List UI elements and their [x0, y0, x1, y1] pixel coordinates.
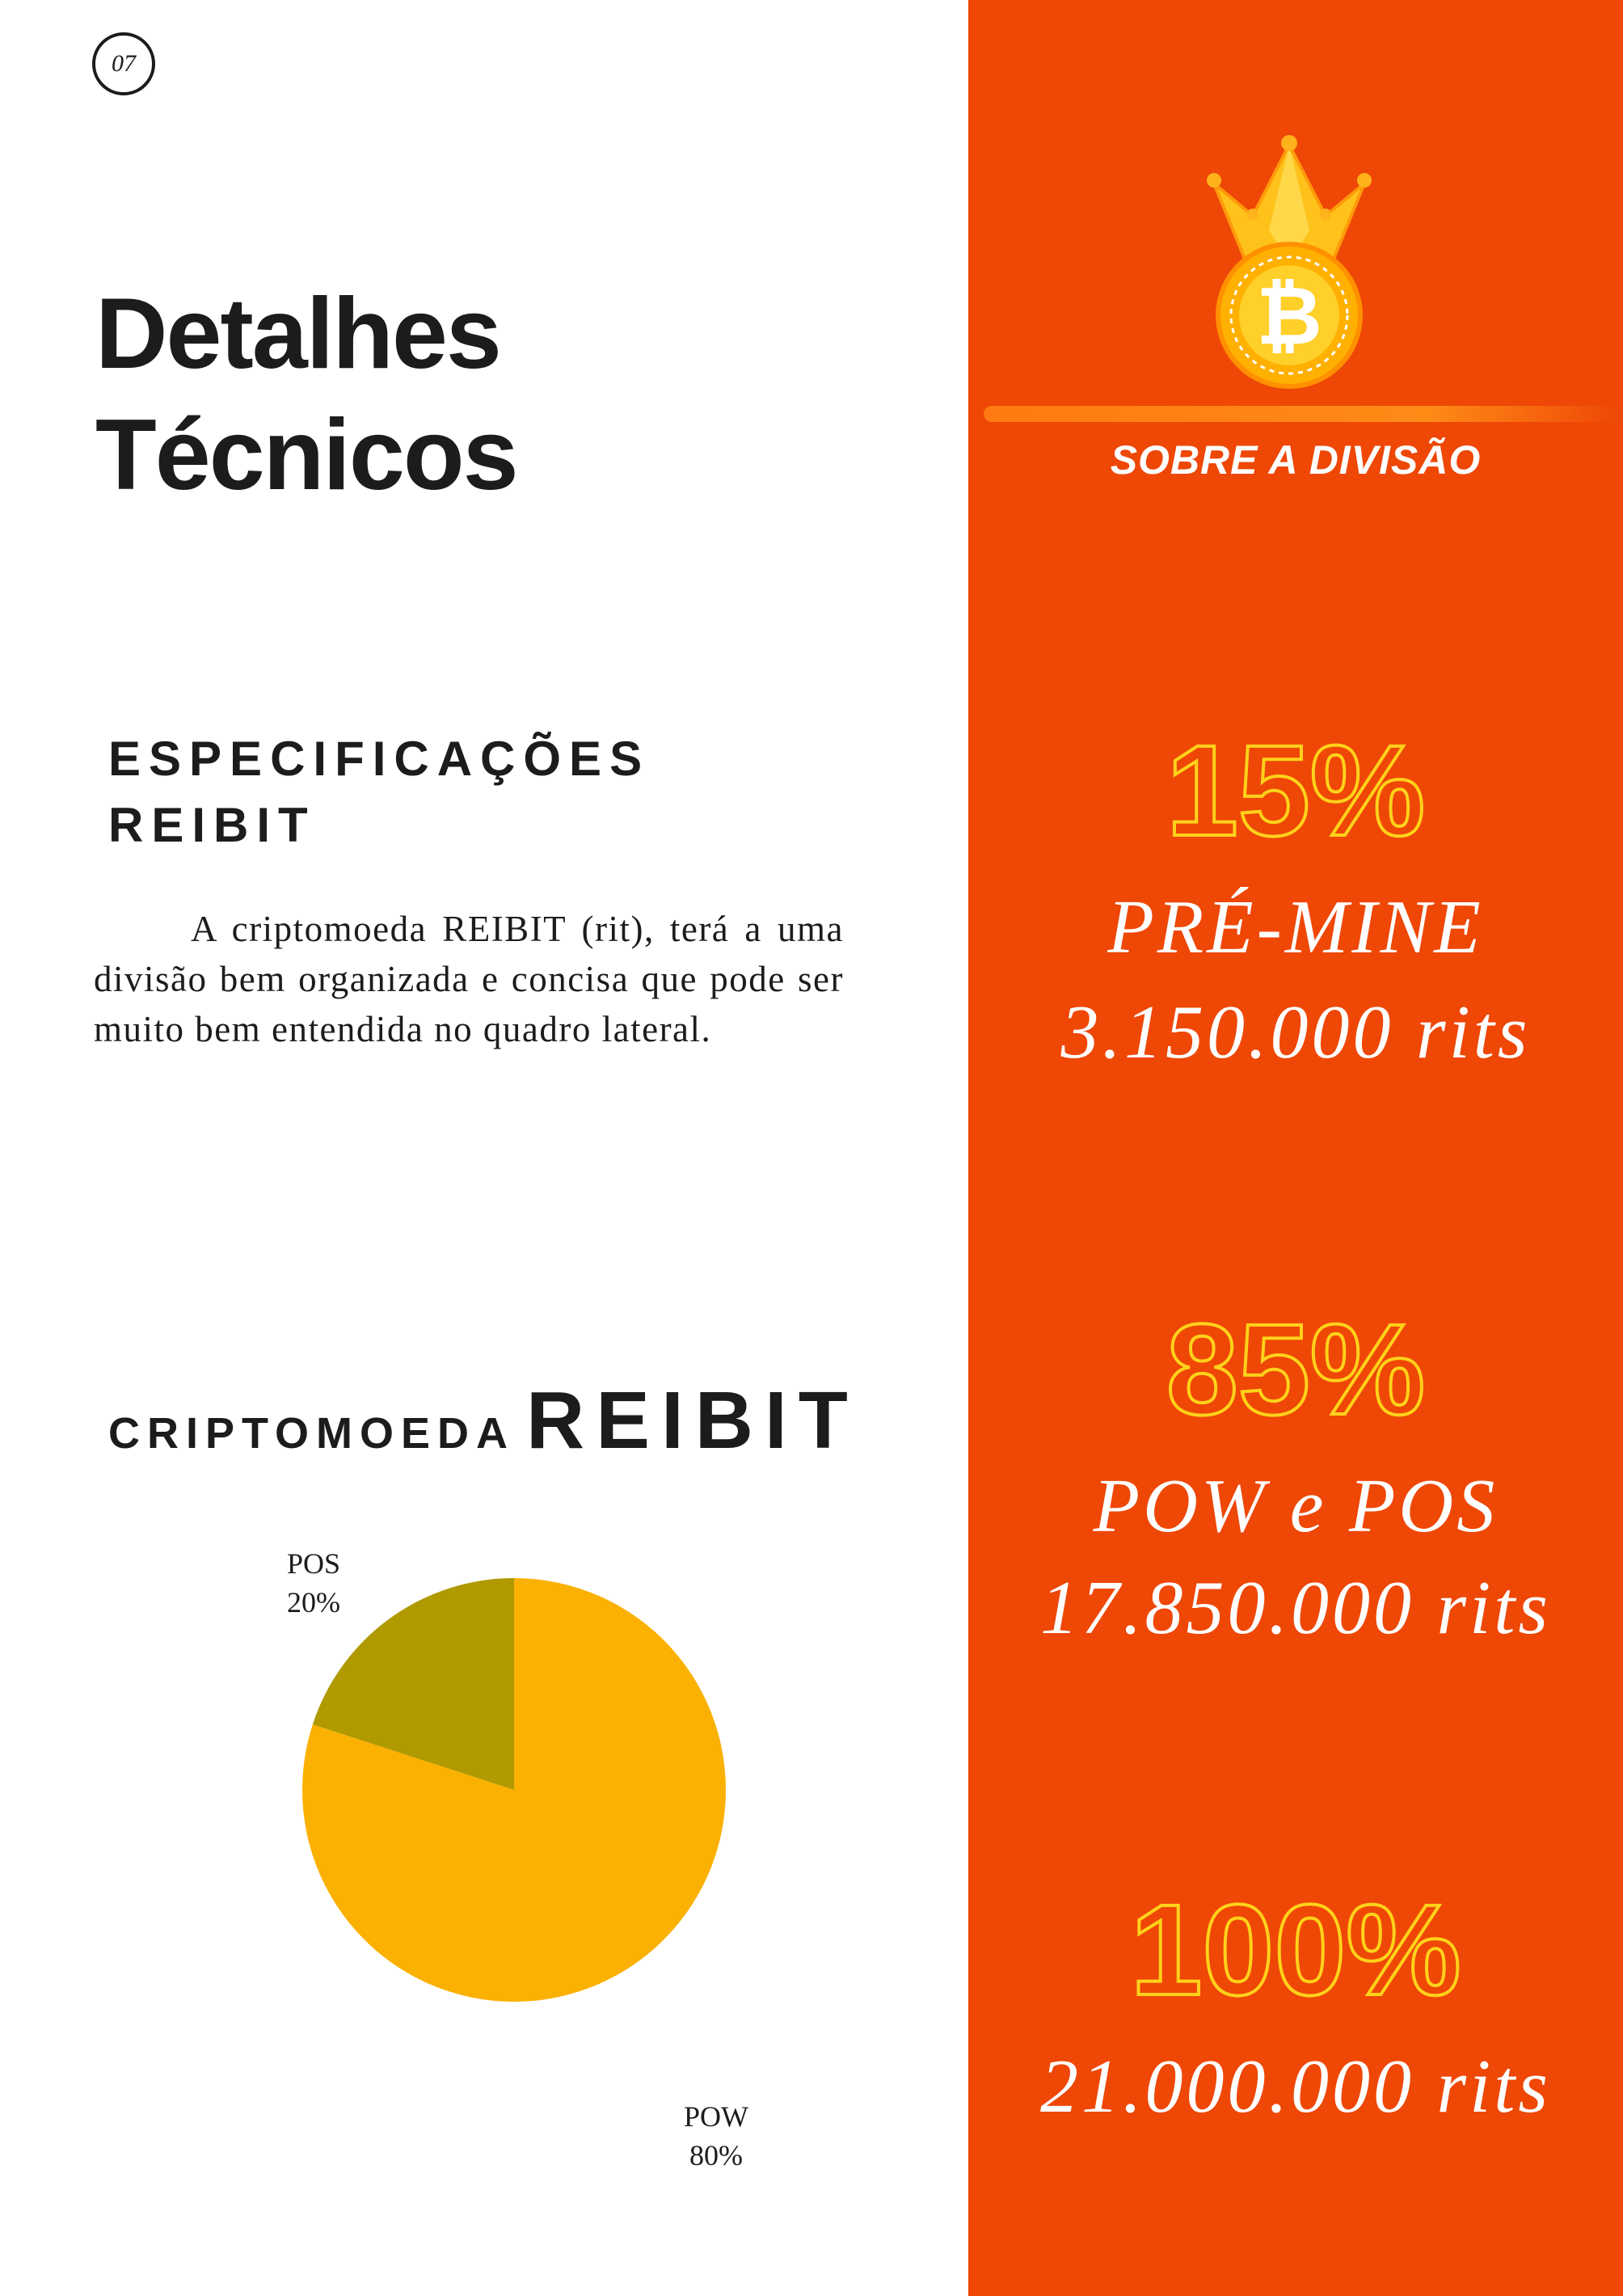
page-number: 07 — [112, 50, 136, 77]
page-title-line-1: Detalhes — [95, 278, 502, 390]
premine-amount: 3.150.000 rits — [1060, 990, 1531, 1074]
specs-heading-line-2: REIBIT — [108, 798, 316, 852]
pie-label-percent-pow: 80% — [689, 2139, 743, 2171]
specs-heading: ESPECIFICAÇÕES REIBIT — [108, 726, 650, 859]
division-section-title: SOBRE A DIVISÃO — [1110, 437, 1482, 483]
pow-pos-percent: 85% — [1165, 1295, 1427, 1443]
specs-paragraph: A criptomoeda REIBIT (rit), terá a uma d… — [94, 909, 844, 1049]
premine-percent: 15% — [1165, 716, 1427, 864]
pie-label-name-pos: POS — [287, 1547, 340, 1580]
svg-text:₿: ₿ — [1256, 271, 1322, 361]
total-amount: 21.000.000 rits — [1040, 2045, 1551, 2129]
pie-slice-pos — [312, 1578, 514, 1790]
pow-pos-amount: 17.850.000 rits — [1040, 1566, 1551, 1650]
chart-heading: CRIPTOMOEDA REIBIT — [108, 1374, 859, 1467]
section-divider — [984, 406, 1622, 422]
page-title: Detalhes Técnicos — [95, 273, 519, 516]
page-title-line-2: Técnicos — [95, 399, 519, 511]
chart-heading-big: REIBIT — [526, 1375, 859, 1466]
pie-label-name-pow: POW — [684, 2100, 748, 2133]
pie-label-percent-pos: 20% — [287, 1586, 340, 1619]
bitcoin-crown-icon: ₿ — [1207, 135, 1372, 389]
total-percent: 100% — [1128, 1876, 1462, 2024]
page-number-badge: 07 — [92, 32, 155, 95]
premine-label: PRÉ-MINE — [1107, 885, 1484, 969]
distribution-pie-chart: POW 80% POS 20% — [287, 1547, 748, 2171]
specs-heading-line-1: ESPECIFICAÇÕES — [108, 732, 651, 786]
chart-heading-small: CRIPTOMOEDA — [108, 1409, 516, 1458]
pow-pos-label: POW e POS — [1093, 1464, 1499, 1548]
